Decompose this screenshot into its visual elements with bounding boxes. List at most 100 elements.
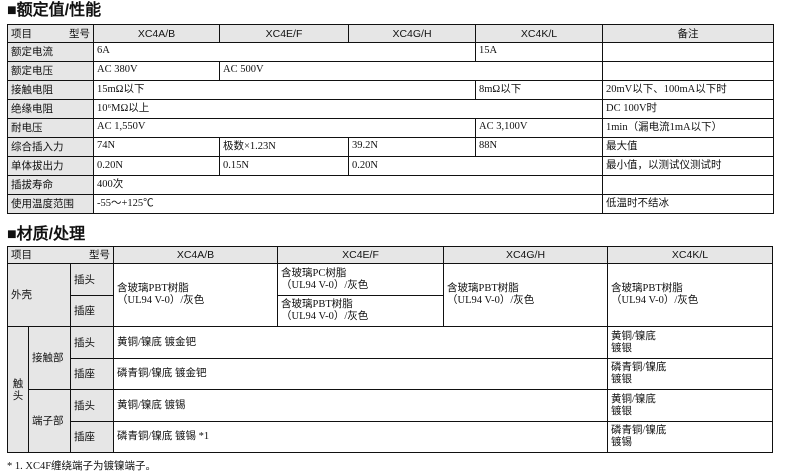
row-label: 绝缘电阻 — [7, 99, 94, 119]
table-row: 触头 接触部 插头 黄铜/镍底 镀金钯 黄铜/镍底 镀银 — [7, 326, 774, 453]
header-model-2: XC4E/F — [277, 246, 445, 264]
kl-cell: 磷青铜/镍底 镀银 — [607, 358, 774, 390]
header-model-3: XC4G/H — [443, 246, 609, 264]
header-item: 项目 — [11, 249, 32, 261]
housing-ab: 含玻璃PBT树脂 （UL94 V-0）/灰色 — [113, 263, 279, 327]
housing-label: 外壳 — [7, 263, 71, 327]
header-model-4: XC4K/L — [475, 24, 603, 43]
material-cell: 黄铜/镍底 镀锡 — [113, 389, 609, 422]
cell: 6A — [93, 42, 476, 62]
note-cell: DC 100V时 — [602, 99, 774, 119]
table-row: 耐电压 AC 1,550V AC 3,100V 1min（漏电流1mA以下） — [7, 118, 774, 138]
socket-label: 插座 — [69, 295, 115, 327]
row-label: 耐电压 — [7, 118, 94, 138]
line: （UL94 V-0）/灰色 — [117, 295, 205, 306]
table-row: 插座 含玻璃PBT树脂 （UL94 V-0）/灰色 — [8, 295, 773, 327]
row-label: 使用温度范围 — [7, 194, 94, 214]
line: 磷青铜/镍底 — [611, 362, 667, 373]
table-header-row: 项目 型号 XC4A/B XC4E/F XC4G/H XC4K/L 备注 — [7, 24, 774, 43]
table-row: 额定电流 6A 15A — [7, 42, 774, 62]
note-cell: 低温时不结冰 — [602, 194, 774, 214]
table-row: 插拔寿命 400次 — [7, 175, 774, 195]
ratings-title: ■额定值/性能 — [7, 2, 102, 19]
line: 镀锡 — [611, 437, 633, 448]
table-row: 额定电压 AC 380V AC 500V — [7, 61, 774, 81]
note-cell: 最大值 — [602, 137, 774, 157]
row-label: 综合插入力 — [7, 137, 94, 157]
line: 镀银 — [611, 342, 633, 354]
line: 黄铜/镍底 — [611, 330, 656, 342]
table-row: 绝缘电阻 10⁶MΩ以上 DC 100V时 — [7, 99, 774, 119]
cell: 15A — [475, 42, 603, 62]
cell: AC 380V — [93, 61, 220, 81]
cell: AC 3,100V — [475, 118, 603, 138]
table-row: 插座 磷青铜/镍底 镀金钯 磷青铜/镍底 镀银 — [8, 358, 774, 390]
kl-cell: 磷青铜/镍底 镀锡 — [607, 421, 774, 453]
line: 镀银 — [611, 405, 633, 417]
materials-title: ■材质/处理 — [7, 226, 86, 243]
type-label: 插座 — [69, 421, 115, 453]
line: 含玻璃PBT树脂 — [281, 299, 353, 310]
note-cell: 20mV以下、100mA以下时 — [602, 80, 774, 100]
header-item-model: 项目 型号 — [7, 24, 94, 43]
header-item-model: 项目 型号 — [6, 246, 115, 264]
line: （UL94 V-0）/灰色 — [281, 311, 369, 322]
line: 含玻璃PC树脂 — [281, 267, 347, 279]
cell: AC 1,550V — [93, 118, 476, 138]
cell: -55～+125℃ — [93, 194, 603, 214]
header-model-1: XC4A/B — [113, 246, 279, 264]
housing-ef-socket: 含玻璃PBT树脂 （UL94 V-0）/灰色 — [277, 295, 445, 327]
header-note: 备注 — [602, 24, 774, 43]
materials-table: 项目 型号 XC4A/B XC4E/F XC4G/H XC4K/L 外壳 插头 含… — [6, 246, 774, 453]
note-cell — [602, 175, 774, 195]
type-label: 插座 — [69, 358, 115, 390]
table-row: 使用温度范围 -55～+125℃ 低温时不结冰 — [7, 194, 774, 214]
row-label: 额定电流 — [7, 42, 94, 62]
cell: AC 500V — [219, 61, 603, 81]
line: （UL94 V-0）/灰色 — [447, 295, 535, 306]
type-label: 插头 — [69, 389, 115, 422]
table-row: 接触电阻 15mΩ以下 8mΩ以下 20mV以下、100mA以下时 — [7, 80, 774, 100]
table-row: 外壳 插头 含玻璃PBT树脂 （UL94 V-0）/灰色 含玻璃PC树脂 （UL94… — [7, 263, 774, 327]
cell: 0.15N — [219, 156, 349, 176]
table-row: 插座 磷青铜/镍底 镀锡 *1 磷青铜/镍底 镀锡 — [8, 421, 774, 453]
header-model-3: XC4G/H — [348, 24, 476, 43]
note-cell — [602, 42, 774, 62]
ratings-table: 项目 型号 XC4A/B XC4E/F XC4G/H XC4K/L 备注 额定电流… — [7, 24, 774, 214]
header-model-1: XC4A/B — [93, 24, 220, 43]
line: （UL94 V-0）/灰色 — [281, 279, 369, 291]
line: （UL94 V-0）/灰色 — [611, 295, 699, 306]
kl-cell: 黄铜/镍底 镀银 — [607, 389, 774, 422]
table-header-row: 项目 型号 XC4A/B XC4E/F XC4G/H XC4K/L — [6, 246, 774, 264]
cell: 10⁶MΩ以上 — [93, 99, 603, 119]
housing-ef-plug: 含玻璃PC树脂 （UL94 V-0）/灰色 — [277, 263, 445, 296]
line: 镀银 — [611, 374, 633, 385]
header-model: 型号 — [89, 249, 111, 261]
line: 黄铜/镍底 — [611, 393, 656, 405]
note-cell: 1min（漏电流1mA以下） — [602, 118, 774, 138]
terminal-part-label: 端子部 — [28, 389, 71, 453]
cell: 8mΩ以下 — [475, 80, 603, 100]
cell: 74N — [93, 137, 220, 157]
material-cell: 黄铜/镍底 镀金钯 — [113, 326, 609, 359]
cell: 15mΩ以下 — [93, 80, 476, 100]
cell: 39.2N — [348, 137, 476, 157]
contact-part-label: 接触部 — [28, 326, 71, 390]
table-row: 单体拔出力 0.20N 0.15N 0.20N 最小值，以测试仪测试时 — [7, 156, 774, 176]
line: 磷青铜/镍底 — [611, 425, 667, 436]
contact-label: 触头 — [7, 326, 29, 453]
row-label: 插拔寿命 — [7, 175, 94, 195]
housing-gh: 含玻璃PBT树脂 （UL94 V-0）/灰色 — [443, 263, 609, 327]
line: 含玻璃PBT树脂 — [117, 283, 189, 294]
material-cell: 磷青铜/镍底 镀金钯 — [113, 358, 609, 390]
cell: 极数×1.23N — [219, 137, 349, 157]
kl-cell: 黄铜/镍底 镀银 — [607, 326, 774, 359]
cell: 0.20N — [348, 156, 603, 176]
header-model-2: XC4E/F — [219, 24, 349, 43]
header-model: 型号 — [69, 27, 90, 40]
cell: 88N — [475, 137, 603, 157]
header-model-4: XC4K/L — [607, 246, 774, 264]
row-label: 接触电阻 — [7, 80, 94, 100]
note-cell: 最小值，以测试仪测试时 — [602, 156, 774, 176]
note-cell — [602, 61, 774, 81]
